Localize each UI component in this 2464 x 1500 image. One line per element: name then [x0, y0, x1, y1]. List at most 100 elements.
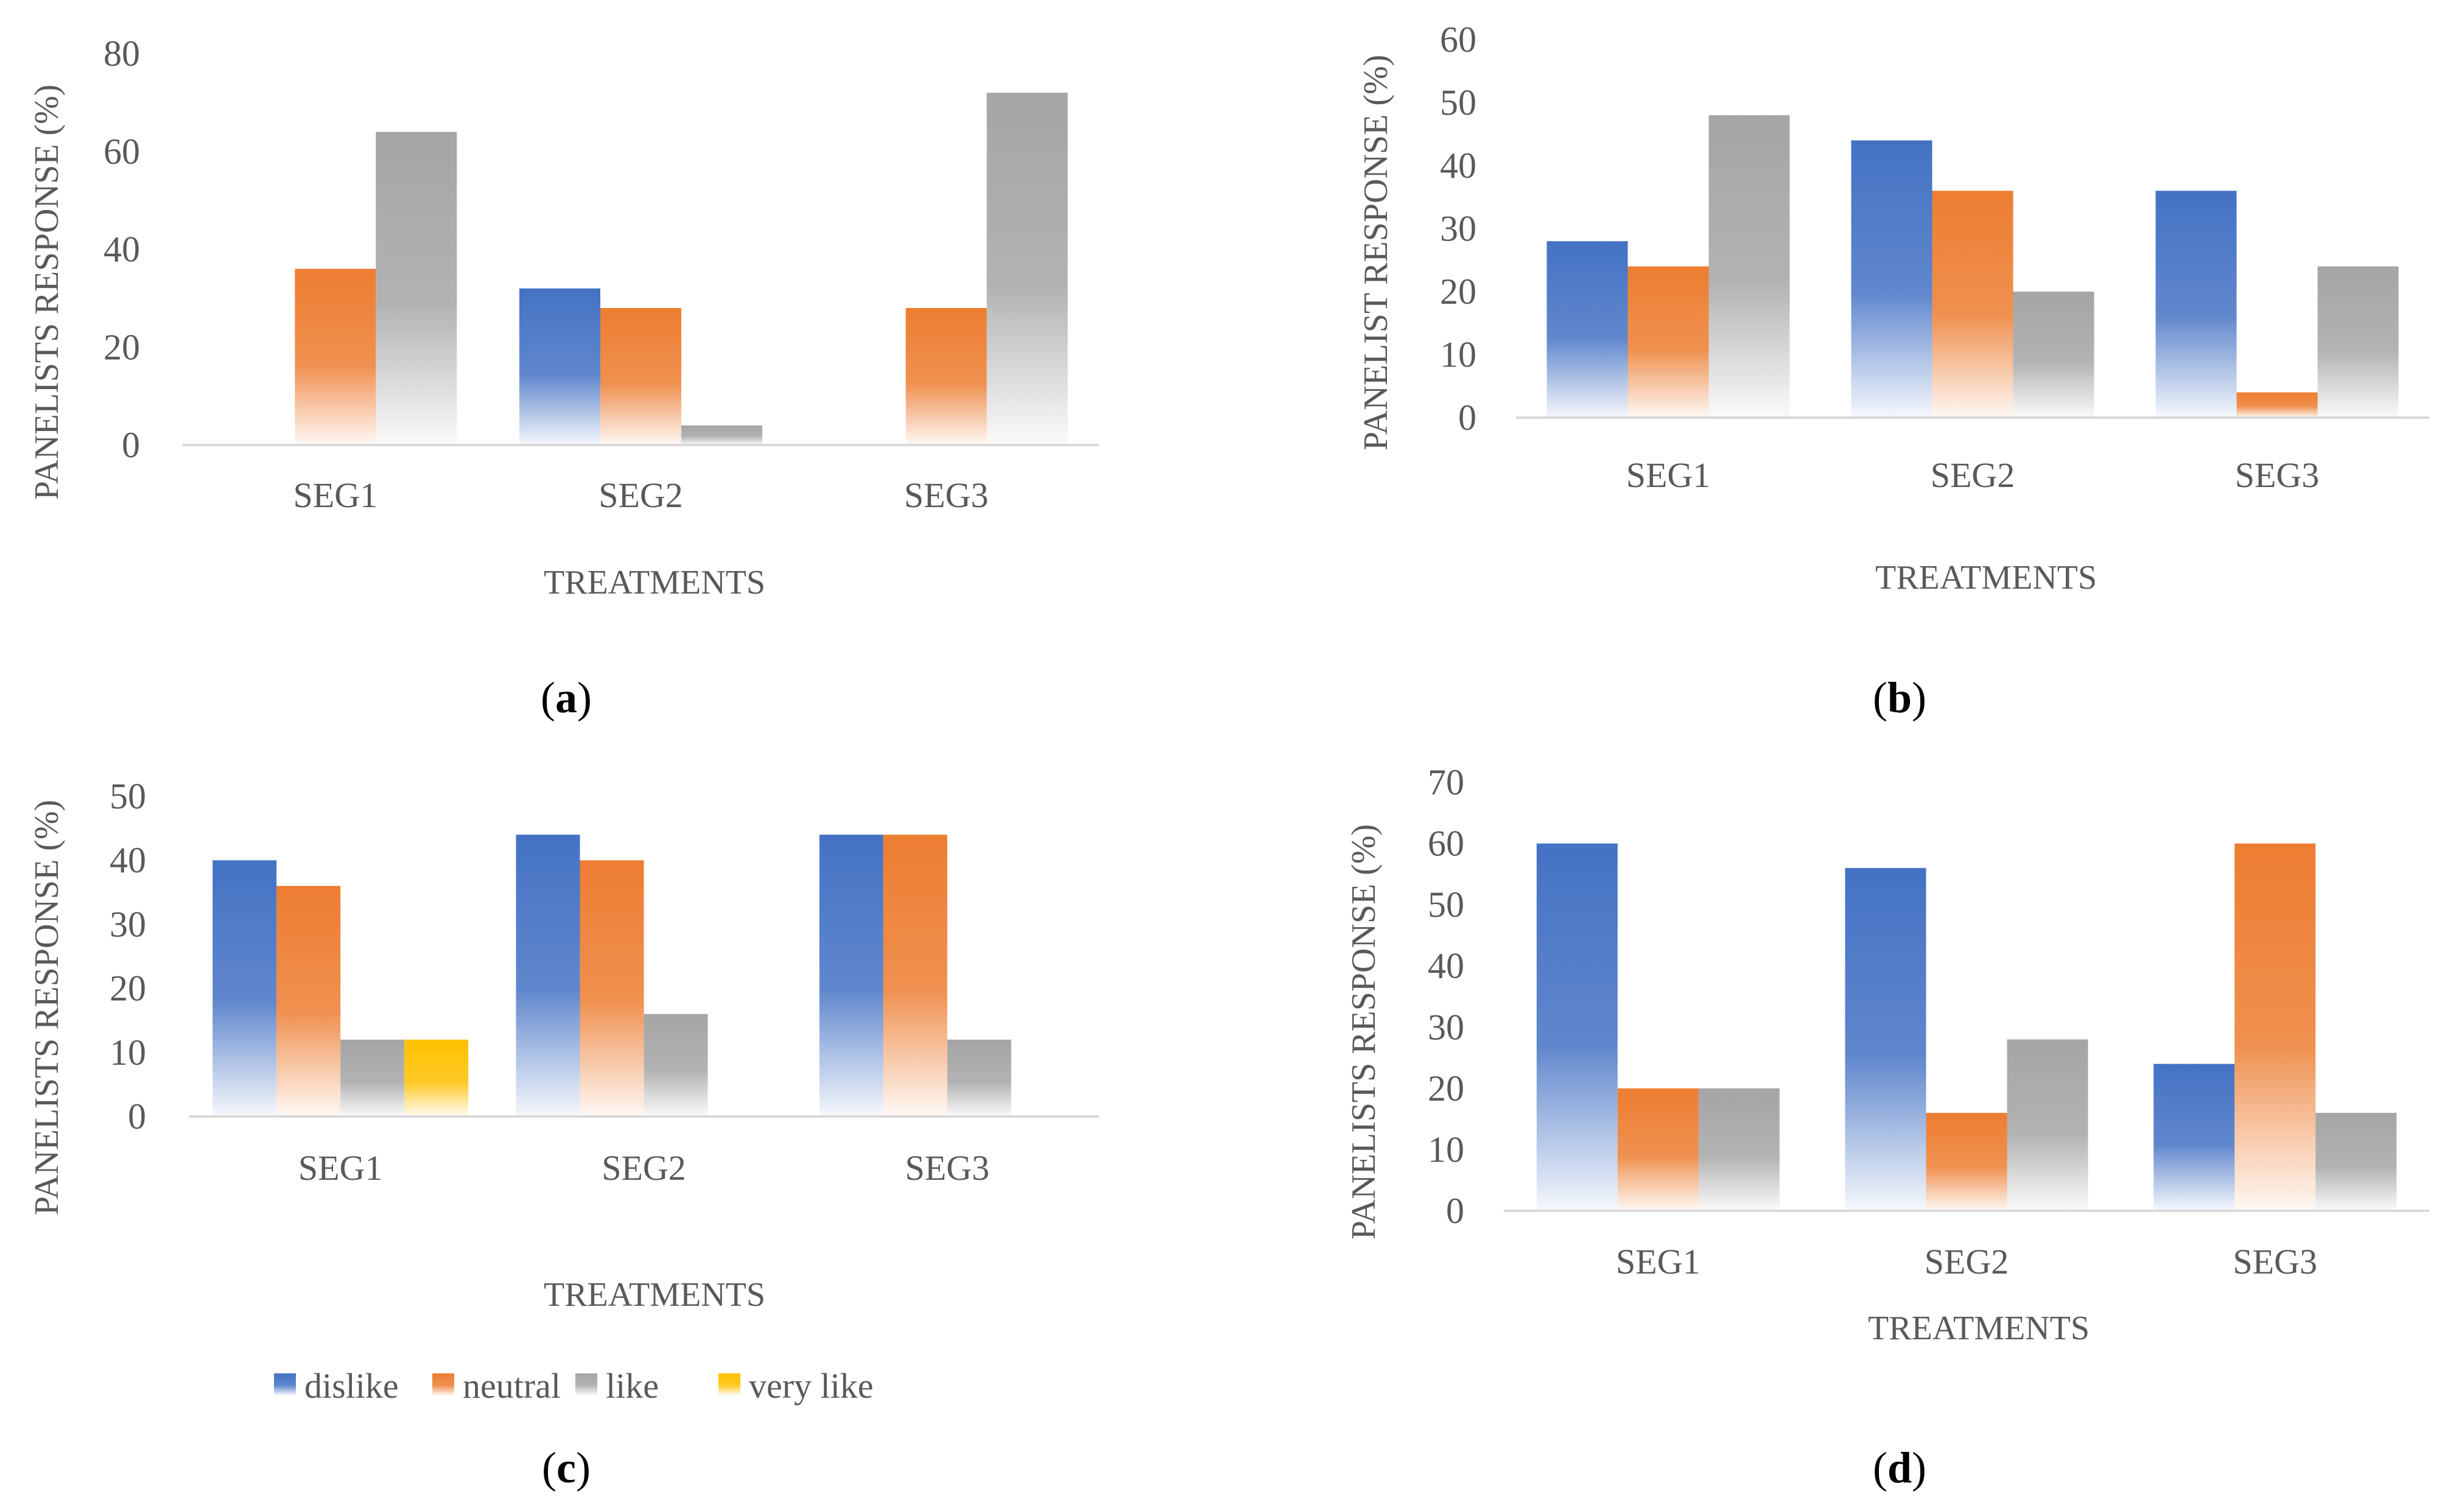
y-tick-label: 50: [110, 776, 146, 816]
y-tick-label: 20: [104, 327, 140, 367]
legend-label-dislike: dislike: [304, 1366, 399, 1406]
x-tick-label: SEG2: [1931, 455, 2015, 495]
x-tick-label: SEG1: [293, 475, 378, 515]
panel-label-c: (c): [542, 1443, 591, 1492]
x-tick-label: SEG3: [904, 475, 989, 515]
chart-panel-c: 0 10 20 30 40 50 SEG1 SEG2 SEG3 TREATMENTS PANEL…: [28, 776, 1099, 1492]
x-tick-label: SEG1: [298, 1148, 383, 1188]
bar-like-seg3: [2315, 1113, 2397, 1211]
bar-dislike-seg3: [819, 835, 883, 1116]
bar-neutral-seg3: [2234, 843, 2316, 1211]
panel-label-letter: b: [1887, 673, 1912, 722]
y-tick-label: 40: [1428, 946, 1464, 986]
y-tick-label: 60: [1440, 19, 1476, 60]
bar-dislike-seg2: [516, 835, 580, 1116]
x-tick-label: SEG3: [905, 1148, 990, 1188]
x-axis-title: TREATMENTS: [1875, 559, 2097, 597]
legend: dislike neutral like very like: [274, 1366, 874, 1406]
y-tick-label: 20: [110, 969, 146, 1009]
bar-neutral-seg1: [276, 886, 341, 1116]
y-tick-label: 60: [104, 131, 140, 172]
y-tick-label: 10: [110, 1032, 146, 1073]
x-tick-label: SEG2: [602, 1148, 686, 1188]
x-tick-label: SEG1: [1626, 455, 1711, 495]
bar-like-seg1: [376, 131, 457, 446]
bar-neutral-seg1: [295, 268, 376, 445]
panel-label-letter: d: [1887, 1443, 1912, 1492]
y-tick-label: 30: [1428, 1007, 1464, 1047]
x-tick-label: SEG3: [2235, 455, 2320, 495]
chart-panel-a: 0 20 40 60 80 SEG1 SEG2 SEG3 TREATMENTS PANELIS…: [28, 33, 1099, 722]
x-tick-label: SEG3: [2233, 1242, 2317, 1281]
y-tick-label: 60: [1428, 824, 1464, 864]
x-tick-label: SEG1: [1616, 1242, 1701, 1281]
y-tick-label: 10: [1428, 1129, 1464, 1169]
bar-like-seg2: [2007, 1039, 2088, 1211]
chart-panel-b: 0 10 20 30 40 50 60 SEG1 SEG2 SEG3 TREATMENTS PAN…: [1357, 19, 2429, 722]
bar-like-seg3: [2317, 266, 2399, 418]
bar-like-seg2: [644, 1014, 708, 1116]
bar-dislike-seg3: [2155, 191, 2237, 418]
y-tick-label: 0: [1458, 398, 1476, 438]
y-axis-title: PANELISTS RESPONSE (%): [1345, 824, 1383, 1239]
legend-label-like: like: [606, 1366, 659, 1406]
legend-swatch-dislike: [274, 1373, 296, 1395]
bar-neutral-seg3: [2236, 392, 2318, 418]
bar-like-seg1: [1708, 115, 1790, 418]
x-tick-label: SEG2: [598, 475, 683, 515]
bar-dislike-seg3: [2153, 1064, 2235, 1211]
bar-very-like-seg1: [404, 1039, 469, 1116]
bar-dislike-seg1: [1546, 241, 1628, 418]
bar-neutral-seg2: [600, 307, 681, 445]
x-tick-label: SEG2: [1925, 1242, 2009, 1281]
y-tick-label: 40: [110, 840, 146, 880]
bar-like-seg2: [681, 425, 762, 445]
y-tick-label: 30: [1440, 209, 1476, 249]
bar-like-seg3: [947, 1039, 1011, 1116]
y-tick-label: 0: [122, 425, 140, 465]
bar-dislike-seg1: [212, 860, 277, 1116]
y-tick-label: 10: [1440, 335, 1476, 375]
bar-dislike-seg2: [1851, 140, 1932, 418]
chart-panel-d: 0 10 20 30 40 50 60 70 SEG1 SEG2 SEG3 TREATMENTS P…: [1345, 762, 2429, 1492]
y-tick-label: 0: [128, 1096, 146, 1137]
y-axis-title: PANELISTS RESPONSE (%): [28, 800, 66, 1215]
y-tick-label: 70: [1428, 762, 1464, 802]
y-axis-title: PANELIST RESPONSE (%): [1357, 55, 1395, 450]
panel-label-letter: a: [555, 673, 577, 722]
bar-neutral-seg2: [580, 860, 644, 1116]
y-tick-label: 40: [104, 230, 140, 270]
bar-neutral-seg3: [905, 307, 987, 445]
bar-neutral-seg1: [1627, 266, 1709, 418]
y-tick-label: 50: [1428, 885, 1464, 925]
y-tick-label: 50: [1440, 83, 1476, 123]
bar-like-seg1: [340, 1039, 405, 1116]
bar-neutral-seg2: [1926, 1113, 2007, 1211]
y-tick-label: 80: [104, 33, 140, 74]
legend-swatch-very-like: [718, 1373, 740, 1395]
y-tick-label: 0: [1446, 1191, 1464, 1231]
legend-swatch-like: [575, 1373, 597, 1395]
bar-dislike-seg2: [519, 288, 600, 445]
panel-label-a: (a): [541, 673, 592, 722]
bar-dislike-seg2: [1845, 867, 1926, 1211]
bar-neutral-seg1: [1617, 1088, 1699, 1211]
y-tick-label: 20: [1440, 272, 1476, 312]
y-tick-label: 20: [1428, 1068, 1464, 1109]
legend-swatch-neutral: [432, 1373, 454, 1395]
panel-label-b: (b): [1873, 673, 1926, 722]
y-tick-label: 30: [110, 904, 146, 944]
legend-label-neutral: neutral: [463, 1366, 561, 1406]
bar-neutral-seg2: [1932, 191, 2013, 418]
y-axis-title: PANELISTS RESPONSE (%): [28, 85, 66, 500]
x-axis-title: TREATMENTS: [1868, 1309, 2090, 1347]
panel-label-d: (d): [1873, 1443, 1926, 1492]
legend-label-very-like: very like: [749, 1366, 874, 1406]
bar-dislike-seg1: [1536, 843, 1618, 1211]
x-axis-title: TREATMENTS: [544, 564, 765, 601]
bar-neutral-seg3: [883, 835, 947, 1116]
panel-label-letter: c: [556, 1443, 576, 1492]
bar-like-seg2: [2013, 292, 2094, 418]
bar-like-seg1: [1698, 1088, 1780, 1211]
